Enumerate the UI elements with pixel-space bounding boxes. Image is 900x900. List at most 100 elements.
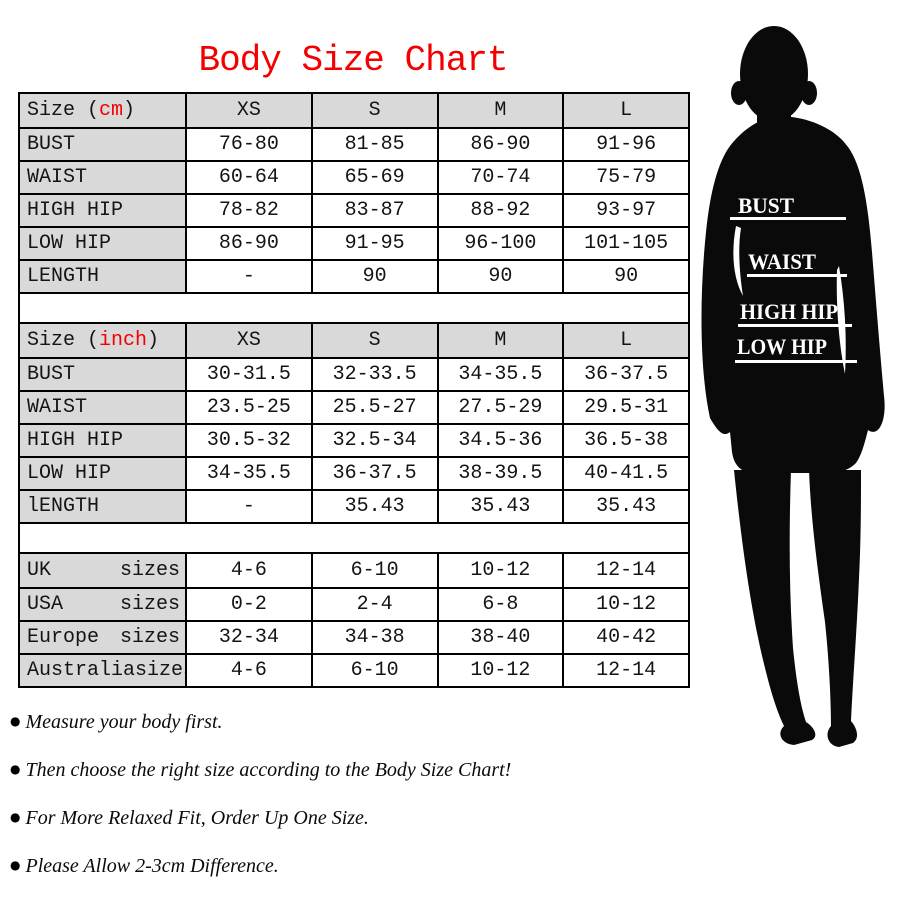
table-row: BUST 76-80 81-85 86-90 91-96 [20,127,688,160]
size-value-cell: 30.5-32 [185,423,311,456]
unit-header-cell: Size (cm) [20,94,185,127]
table-spacer [18,294,690,322]
row-label: BUST [27,133,76,156]
row-label: Australia [27,659,136,682]
bullet-icon: ● [10,810,21,824]
size-value-cell: 36-37.5 [562,357,688,390]
size-value-cell: 70-74 [436,160,563,193]
size-value-cell: 75-79 [562,160,688,193]
column-header-xs: XS [185,94,311,127]
row-label-cell: lENGTH [20,489,185,522]
size-value-cell: 27.5-29 [436,390,563,423]
row-label-suffix: sizes [119,559,180,582]
size-value-cell: 91-96 [562,127,688,160]
size-table-inch: Size (inch) XS S M L BUST 30-31.5 32-33.5 3… [18,322,690,524]
table-row: UK sizes 4-6 6-10 10-12 12-14 [20,554,688,587]
size-value-cell: 23.5-25 [185,390,311,423]
table-row: USA sizes 0-2 2-4 6-8 10-12 [20,587,688,620]
figure-label-waist: WAIST [748,249,816,274]
unit-suffix: ) [147,329,160,352]
bullet-icon: ● [10,762,21,776]
table-header-row: Size (cm) XS S M L [20,94,688,127]
size-value-cell: 101-105 [562,226,688,259]
table-spacer [18,524,690,552]
size-value-cell: 36.5-38 [562,423,688,456]
size-table-regions: UK sizes 4-6 6-10 10-12 12-14 USA sizes 0-2 2-4 6-… [18,552,690,688]
column-header-l: L [562,324,688,357]
size-value-cell: 91-95 [310,226,437,259]
size-value-cell: 6-10 [310,653,437,686]
size-value-cell: 25.5-27 [310,390,437,423]
unit-name: inch [99,329,148,352]
unit-prefix: Size ( [27,329,100,352]
row-label-cell: Europe sizes [20,620,185,653]
figure-label-low-hip: LOW HIP [737,334,827,359]
table-row: HIGH HIP 78-82 83-87 88-92 93-97 [20,193,688,226]
row-label-cell: BUST [20,127,185,160]
size-value-cell: 38-39.5 [436,456,563,489]
size-value-cell: 90 [436,259,563,292]
row-label: LENGTH [27,265,100,288]
unit-name: cm [99,99,124,122]
size-value-cell: 83-87 [310,193,437,226]
figure-label-high-hip: HIGH HIP [740,299,838,324]
size-value-cell: 0-2 [185,587,311,620]
row-label-cell: HIGH HIP [20,423,185,456]
figure-left-leg [734,470,816,745]
size-value-cell: 76-80 [185,127,311,160]
table-row: WAIST 23.5-25 25.5-27 27.5-29 29.5-31 [20,390,688,423]
size-value-cell: 90 [562,259,688,292]
row-label: USA [27,593,64,616]
high-hip-line [738,324,852,327]
body-silhouette: BUST WAIST HIGH HIP LOW HIP [701,26,885,747]
size-value-cell: 6-8 [436,587,563,620]
size-value-cell: 34-38 [310,620,437,653]
low-hip-line [735,360,857,363]
figure-label-bust: BUST [738,193,794,218]
row-label: UK [27,559,52,582]
row-label-cell: Australiasizes [20,653,185,686]
unit-header-cell: Size (inch) [20,324,185,357]
size-value-cell: 90 [310,259,437,292]
note-item: ● For More Relaxed Fit, Order Up One Size… [10,806,680,833]
row-label-cell: LENGTH [20,259,185,292]
row-label: Europe [27,626,100,649]
column-header-m: M [436,94,563,127]
size-value-cell: 35.43 [310,489,437,522]
size-value-cell: 35.43 [436,489,563,522]
size-value-cell: 32-33.5 [310,357,437,390]
row-label: LOW HIP [27,232,112,255]
row-label-cell: WAIST [20,160,185,193]
size-value-cell: - [185,259,311,292]
size-value-cell: 2-4 [310,587,437,620]
size-value-cell: 65-69 [310,160,437,193]
table-header-row: Size (inch) XS S M L [20,324,688,357]
size-value-cell: 4-6 [185,653,311,686]
table-row: LOW HIP 86-90 91-95 96-100 101-105 [20,226,688,259]
size-value-cell: 12-14 [562,554,688,587]
size-value-cell: 86-90 [436,127,563,160]
row-label-cell: HIGH HIP [20,193,185,226]
row-label-cell: USA sizes [20,587,185,620]
size-table-cm: Size (cm) XS S M L BUST 76-80 81-85 86-90 91… [18,92,690,294]
note-text: Measure your body first. [25,711,223,733]
column-header-xs: XS [185,324,311,357]
row-label: LOW HIP [27,462,112,485]
size-value-cell: 10-12 [562,587,688,620]
row-label-cell: WAIST [20,390,185,423]
row-label: BUST [27,363,76,386]
size-value-cell: 81-85 [310,127,437,160]
size-value-cell: 36-37.5 [310,456,437,489]
notes-list: ● Measure your body first. ● Then choose t… [10,710,680,900]
column-header-m: M [436,324,563,357]
size-value-cell: 40-41.5 [562,456,688,489]
page-title: Body Size Chart [198,40,508,81]
column-header-s: S [310,94,437,127]
size-value-cell: 10-12 [436,653,563,686]
figure-right-leg [809,470,861,747]
size-value-cell: 32.5-34 [310,423,437,456]
size-value-cell: 34-35.5 [185,456,311,489]
note-text: Please Allow 2-3cm Difference. [25,855,279,877]
note-text: Then choose the right size according to … [25,759,512,781]
